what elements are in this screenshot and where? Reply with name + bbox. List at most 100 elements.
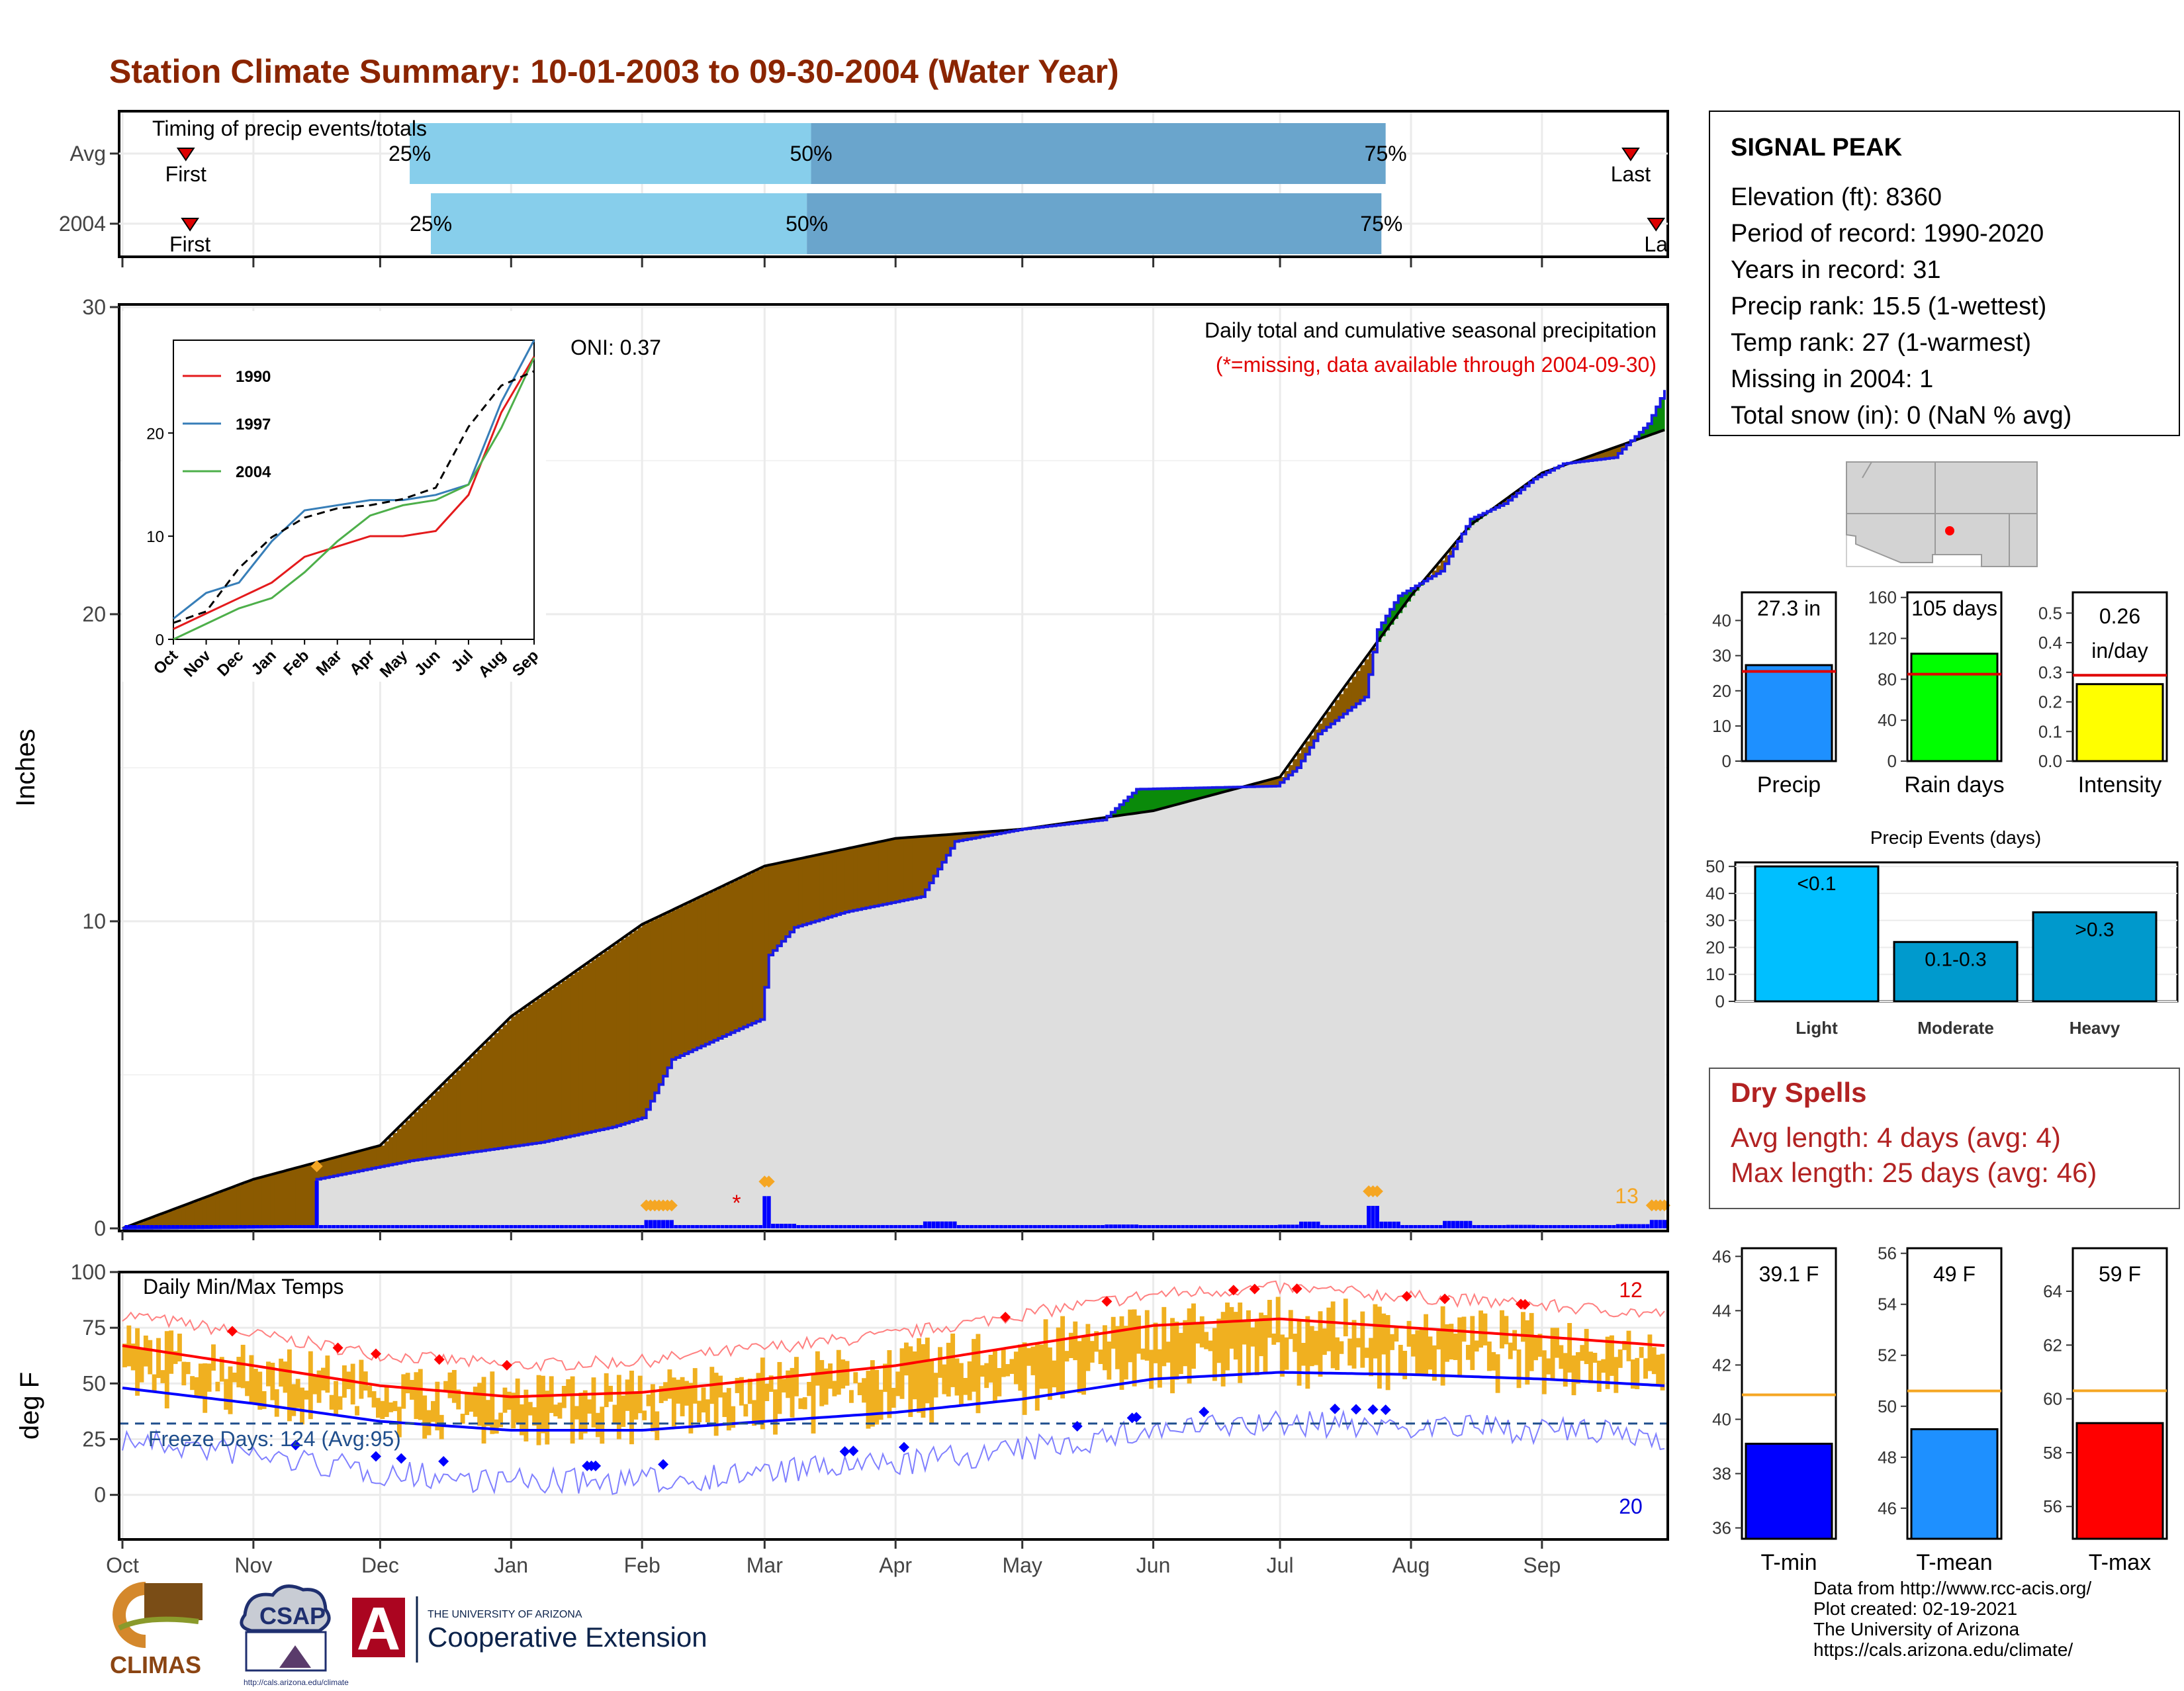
daily-precip-bar bbox=[551, 1225, 555, 1228]
precip-deficit-fill bbox=[651, 921, 655, 1101]
daily-precip-bar bbox=[695, 1225, 699, 1228]
daily-temp-bar bbox=[486, 1400, 490, 1426]
daily-temp-bar bbox=[1504, 1316, 1508, 1344]
precip-base-fill bbox=[891, 903, 896, 1228]
precip-base-fill bbox=[714, 1040, 719, 1228]
precip-base-fill bbox=[1081, 823, 1086, 1228]
temp-bar-tick-label: 36 bbox=[1712, 1518, 1731, 1538]
daily-temp-bar bbox=[224, 1379, 228, 1410]
daily-temp-bar bbox=[1216, 1318, 1221, 1363]
daily-temp-bar bbox=[1065, 1351, 1069, 1361]
temp-y-label: deg F bbox=[15, 1372, 44, 1440]
precip-base-fill bbox=[1647, 436, 1652, 1228]
precip-base-fill bbox=[1394, 619, 1398, 1228]
daily-temp-bar bbox=[1195, 1324, 1200, 1344]
precip-base-fill bbox=[523, 1145, 528, 1228]
precip-deficit-fill bbox=[617, 942, 621, 1126]
precip-deficit-fill bbox=[520, 1011, 524, 1146]
precip-deficit-fill bbox=[773, 864, 778, 950]
daily-temp-bar bbox=[600, 1406, 604, 1443]
daily-precip-bar bbox=[1113, 1224, 1117, 1228]
temp-bar-tick-label: 62 bbox=[2043, 1335, 2062, 1355]
summary-y-tick-label: 10 bbox=[1712, 716, 1731, 736]
daily-temp-bar bbox=[334, 1381, 338, 1416]
precip-deficit-fill bbox=[705, 894, 710, 1044]
daily-precip-bar bbox=[1481, 1225, 1485, 1228]
precip-base-fill bbox=[1580, 462, 1584, 1228]
precip-deficit-fill bbox=[811, 856, 816, 923]
precip-deficit-fill bbox=[663, 914, 668, 1076]
temp-bar-tick-label: 46 bbox=[1878, 1498, 1897, 1518]
daily-temp-bar bbox=[832, 1381, 837, 1396]
daily-temp-bar bbox=[743, 1404, 748, 1417]
precip-base-fill bbox=[1517, 493, 1522, 1228]
precip-base-fill bbox=[1191, 801, 1196, 1228]
daily-temp-bar bbox=[1347, 1339, 1352, 1366]
daily-precip-bar bbox=[1515, 1225, 1519, 1228]
daily-temp-bar bbox=[1052, 1361, 1056, 1387]
daily-precip-bar bbox=[1079, 1225, 1083, 1228]
daily-precip-bar bbox=[1236, 1225, 1240, 1228]
precip-deficit-fill bbox=[279, 1173, 283, 1228]
precip-deficit-fill bbox=[562, 981, 567, 1138]
daily-temp-bar bbox=[503, 1388, 508, 1413]
precip-base-fill bbox=[1221, 793, 1226, 1228]
temp-value-bar bbox=[1911, 1429, 1997, 1539]
daily-temp-bar bbox=[1120, 1316, 1124, 1390]
inset-y-tick-label: 10 bbox=[146, 528, 164, 546]
precip-base-fill bbox=[1601, 459, 1606, 1228]
precip-base-fill bbox=[853, 911, 858, 1228]
daily-precip-bar bbox=[1160, 1225, 1163, 1228]
month-label: Feb bbox=[624, 1553, 660, 1577]
daily-precip-bar bbox=[429, 1225, 433, 1228]
daily-precip-bar bbox=[1426, 1225, 1430, 1228]
precip-deficit-fill bbox=[490, 1037, 494, 1150]
daily-precip-bar bbox=[1037, 1225, 1041, 1228]
daily-temp-bar bbox=[1567, 1323, 1572, 1373]
precip-base-fill bbox=[414, 1160, 418, 1228]
precip-base-fill bbox=[490, 1150, 494, 1228]
daily-precip-bar bbox=[948, 1222, 952, 1228]
daily-temp-bar bbox=[308, 1351, 313, 1419]
precip-deficit-fill bbox=[647, 923, 651, 1110]
daily-precip-bar bbox=[572, 1225, 576, 1228]
daily-temp-bar bbox=[870, 1360, 875, 1426]
precip-base-fill bbox=[976, 838, 980, 1228]
daily-precip-bar bbox=[1553, 1225, 1557, 1228]
daily-temp-bar bbox=[1191, 1303, 1196, 1369]
daily-temp-bar bbox=[1491, 1352, 1496, 1371]
daily-precip-bar bbox=[898, 1225, 902, 1228]
daily-temp-bar bbox=[494, 1420, 499, 1434]
timing-pct-label: 75% bbox=[1360, 212, 1402, 236]
daily-precip-bar bbox=[1468, 1221, 1472, 1228]
daily-temp-bar bbox=[959, 1363, 964, 1404]
daily-precip-bar bbox=[505, 1225, 509, 1228]
daily-temp-bar bbox=[1335, 1338, 1340, 1370]
daily-temp-bar bbox=[908, 1346, 913, 1417]
daily-precip-bar bbox=[543, 1225, 547, 1228]
daily-precip-bar bbox=[209, 1225, 213, 1228]
temp-bar-category-label: T-min bbox=[1761, 1550, 1817, 1575]
daily-precip-bar bbox=[915, 1225, 919, 1228]
precip-base-fill bbox=[777, 946, 782, 1228]
precip-base-fill bbox=[1073, 823, 1077, 1228]
temp-bar-tick-label: 50 bbox=[1878, 1396, 1897, 1416]
precip-base-fill bbox=[578, 1134, 583, 1228]
precip-base-fill bbox=[934, 876, 938, 1228]
precip-deficit-fill bbox=[241, 1184, 246, 1228]
precip-base-fill bbox=[1200, 798, 1205, 1228]
daily-precip-bar bbox=[1464, 1221, 1468, 1228]
precip-base-fill bbox=[1314, 741, 1318, 1228]
precip-deficit-fill bbox=[849, 848, 854, 911]
precip-base-fill bbox=[351, 1173, 355, 1228]
precip-deficit-fill bbox=[482, 1046, 486, 1151]
daily-precip-bar bbox=[868, 1225, 872, 1228]
daily-temp-bar bbox=[786, 1371, 790, 1398]
daily-temp-bar bbox=[1073, 1322, 1077, 1360]
precip-deficit-fill bbox=[232, 1187, 237, 1228]
daily-precip-bar bbox=[463, 1225, 467, 1228]
daily-precip-bar bbox=[1451, 1221, 1455, 1228]
daily-precip-bar bbox=[1544, 1225, 1548, 1228]
daily-precip-bar bbox=[273, 1225, 277, 1228]
daily-temp-bar bbox=[367, 1386, 372, 1398]
